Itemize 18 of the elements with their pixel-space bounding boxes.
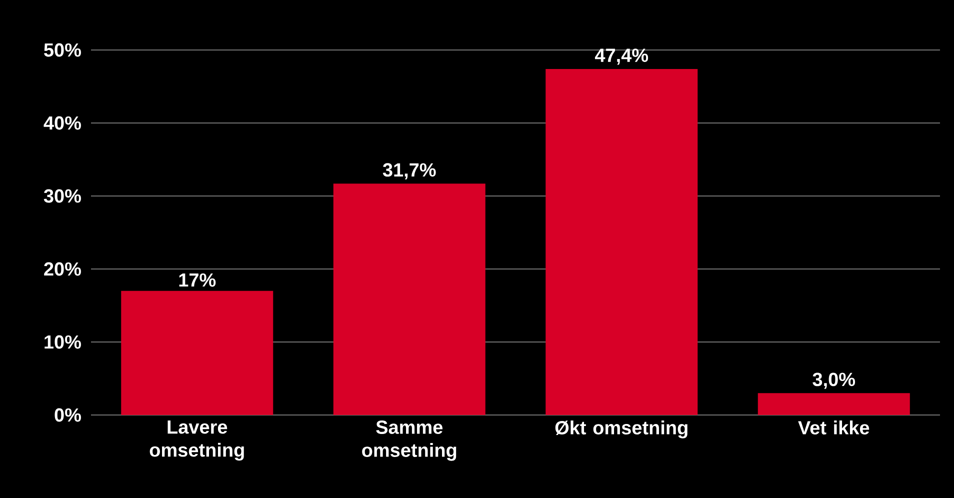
data-label: 17% bbox=[179, 273, 216, 287]
y-tick-label: 20% bbox=[44, 262, 81, 276]
x-tick-label: Økt omsetning bbox=[555, 420, 688, 438]
y-tick-label: 50% bbox=[44, 43, 81, 57]
x-tick-label: Lavere omsetning bbox=[150, 420, 244, 461]
bar bbox=[758, 393, 910, 415]
data-label: 31,7% bbox=[382, 163, 436, 180]
x-tick-label: Vet ikke bbox=[798, 420, 870, 434]
bar bbox=[546, 68, 698, 415]
y-tick-label: 10% bbox=[44, 335, 81, 349]
y-tick-label: 40% bbox=[44, 116, 81, 130]
y-tick-label: 0% bbox=[54, 408, 81, 422]
data-label: 47,4% bbox=[594, 48, 648, 65]
data-label: 3,0% bbox=[812, 372, 856, 389]
y-tick-label: 30% bbox=[44, 189, 81, 203]
bar bbox=[333, 184, 486, 415]
x-tick-label: Samme omsetning bbox=[362, 420, 456, 461]
bar bbox=[121, 290, 274, 415]
